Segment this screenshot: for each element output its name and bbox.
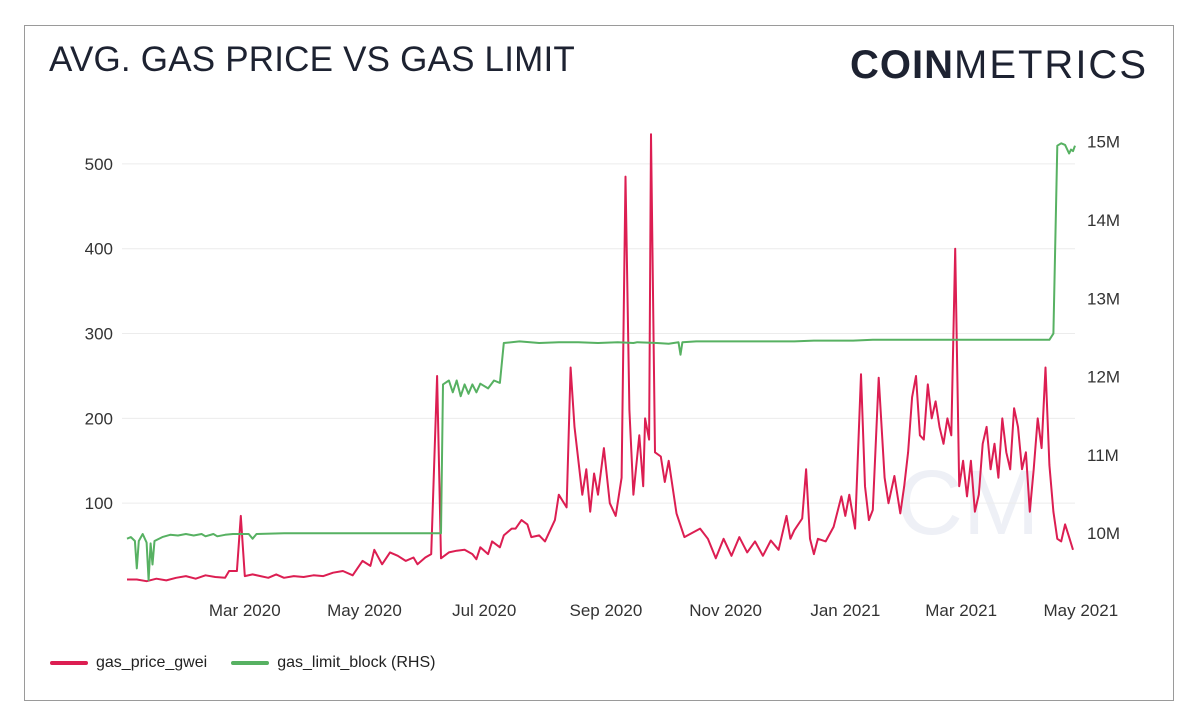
logo-bold-text: COIN [850,43,954,87]
y-right-tick-11M: 11M [1087,446,1119,465]
legend: gas_price_gwei gas_limit_block (RHS) [50,654,459,672]
legend-label-gas-limit: gas_limit_block (RHS) [277,654,436,671]
legend-swatch-gas-price [50,661,88,665]
legend-swatch-gas-limit [231,661,270,665]
y-right-tick-13M: 13M [1087,289,1120,308]
x-tick-mar-2021: Mar 2021 [925,601,997,620]
chart-title: AVG. GAS PRICE VS GAS LIMIT [49,40,575,79]
y-right-tick-15M: 15M [1087,133,1120,152]
series-line-gas-limit-block-rhs- [126,142,1076,582]
legend-label-gas-price: gas_price_gwei [96,654,208,671]
x-tick-jan-2021: Jan 2021 [810,601,880,620]
y-left-tick-300: 300 [85,325,113,344]
x-tick-nov-2020: Nov 2020 [689,601,762,620]
x-tick-mar-2020: Mar 2020 [209,601,281,620]
y-left-tick-100: 100 [85,494,113,513]
x-tick-may-2021: May 2021 [1044,601,1119,620]
grid-lines [122,163,1075,504]
y-left-tick-400: 400 [85,240,113,259]
chart-frame [24,25,1174,701]
series-lines [126,133,1076,583]
legend-item-gas-price[interactable]: gas_price_gwei [50,654,207,672]
x-tick-may-2020: May 2020 [327,601,402,620]
y-right-tick-12M: 12M [1087,368,1120,387]
y-right-tick-14M: 14M [1087,211,1120,230]
x-tick-jul-2020: Jul 2020 [452,601,516,620]
y-right-tick-10M: 10M [1087,524,1120,543]
y-axis-left: 100 200 300 400 500 [85,155,113,513]
coinmetrics-logo: COINMETRICS [850,43,1148,88]
logo-light-text: METRICS [954,43,1148,87]
x-axis: Mar 2020 May 2020 Jul 2020 Sep 2020 Nov 2020… [209,601,1118,620]
y-left-tick-500: 500 [85,155,113,174]
y-left-tick-200: 200 [85,409,113,428]
series-line-gas-price-gwei [127,133,1074,583]
legend-item-gas-limit[interactable]: gas_limit_block (RHS) [231,654,435,672]
y-axis-right: 10M 11M 12M 13M 14M 15M [1087,133,1120,543]
x-tick-sep-2020: Sep 2020 [569,601,642,620]
